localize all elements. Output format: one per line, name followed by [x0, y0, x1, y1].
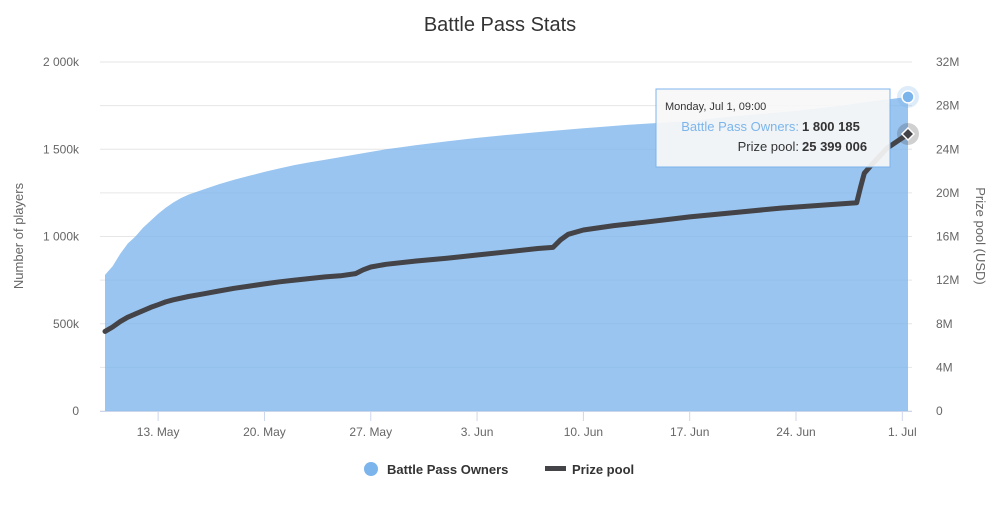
- series-prize-pool: [102, 131, 911, 334]
- y-right-tick-label: 32M: [936, 55, 959, 69]
- tooltip-prize-label: Prize pool:: [738, 139, 799, 154]
- legend-label-prize-pool[interactable]: Prize pool: [572, 462, 634, 477]
- y-axis-left-title: Number of players: [11, 182, 26, 289]
- x-tick-label: 20. May: [243, 425, 286, 439]
- owners-marker-circle-icon: [901, 90, 915, 104]
- y-right-tick-label: 8M: [936, 317, 953, 331]
- prize-marker-diamond-icon: [900, 126, 916, 142]
- y-right-tick-label: 12M: [936, 273, 959, 287]
- x-tick-label: 3. Jun: [461, 425, 494, 439]
- y-axis-right-title: Prize pool (USD): [973, 187, 988, 285]
- chart-title: Battle Pass Stats: [424, 14, 576, 36]
- tooltip-date: Monday, Jul 1, 09:00: [665, 101, 766, 113]
- hover-markers: [897, 85, 919, 145]
- x-tick-label: 1. Jul: [888, 425, 917, 439]
- y-axis-right: 0 4M 8M 12M 16M 20M 24M 28M 32M: [936, 55, 959, 418]
- tooltip: Monday, Jul 1, 09:00 Battle Pass Owners:…: [655, 88, 891, 168]
- x-tick-label: 10. Jun: [564, 425, 603, 439]
- legend-item-battle-pass-owners[interactable]: Battle Pass Owners: [364, 462, 508, 477]
- y-right-tick-label: 20M: [936, 186, 959, 200]
- legend-item-prize-pool[interactable]: Prize pool: [545, 462, 634, 477]
- x-axis: 13. May 20. May 27. May 3. Jun 10. Jun 17. Ju…: [100, 411, 917, 439]
- y-left-tick-label: 1 000k: [43, 230, 80, 244]
- legend-marker-circle-icon: [364, 462, 378, 476]
- y-axis-left: 0 500k 1 000k 1 500k 2 000k: [43, 55, 80, 418]
- legend-label-battle-pass-owners[interactable]: Battle Pass Owners: [387, 462, 508, 477]
- y-right-tick-label: 0: [936, 404, 943, 418]
- y-right-tick-label: 4M: [936, 360, 953, 374]
- x-tick-label: 17. Jun: [670, 425, 709, 439]
- tooltip-owners-value: 1 800 185: [802, 119, 860, 134]
- y-right-tick-label: 24M: [936, 142, 959, 156]
- x-tick-label: 27. May: [349, 425, 392, 439]
- legend: Battle Pass Owners Prize pool: [364, 462, 634, 477]
- tooltip-box: [655, 88, 891, 168]
- y-left-tick-label: 500k: [53, 317, 80, 331]
- y-right-tick-label: 16M: [936, 230, 959, 244]
- y-left-tick-label: 2 000k: [43, 55, 80, 69]
- legend-marker-line-icon: [545, 466, 566, 471]
- tooltip-prize-value: 25 399 006: [802, 139, 867, 154]
- x-tick-label: 13. May: [137, 425, 180, 439]
- y-right-tick-label: 28M: [936, 99, 959, 113]
- line-prize-pool: [102, 131, 911, 334]
- tooltip-owners-label: Battle Pass Owners:: [681, 119, 799, 134]
- y-left-tick-label: 0: [72, 404, 79, 418]
- x-tick-label: 24. Jun: [776, 425, 815, 439]
- y-left-tick-label: 1 500k: [43, 142, 80, 156]
